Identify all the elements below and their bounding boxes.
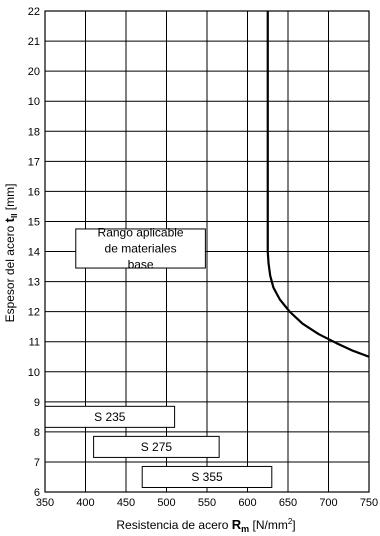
range-label: S 235 bbox=[94, 410, 126, 424]
x-tick-labels: 350 400 450 500 550 600 650 700 750 bbox=[36, 497, 378, 509]
y-tick-label: 16 bbox=[28, 186, 40, 198]
y-tick-label: 15 bbox=[28, 216, 40, 228]
y-axis-label: Espesor del acero tII [mm] bbox=[2, 184, 19, 323]
x-tick-label: 450 bbox=[117, 497, 135, 509]
y-tick-label: 22 bbox=[28, 6, 40, 18]
y-tick-label: 12 bbox=[28, 307, 40, 319]
y-tick-label: 21 bbox=[28, 36, 40, 48]
y-tick-label: 14 bbox=[28, 247, 40, 259]
annotation-line: Rango aplicable bbox=[98, 225, 184, 239]
x-tick-label: 650 bbox=[279, 497, 297, 509]
y-tick-label: 10 bbox=[28, 96, 40, 108]
x-tick-label: 700 bbox=[319, 497, 337, 509]
annotation-rect bbox=[75, 228, 206, 269]
y-tick-label: 13 bbox=[28, 277, 40, 289]
x-tick-label: 750 bbox=[360, 497, 378, 509]
plot-frame bbox=[44, 10, 370, 493]
x-tick-label: 500 bbox=[157, 497, 175, 509]
range-label: S 355 bbox=[191, 470, 223, 484]
range-box: S 275 bbox=[93, 435, 220, 458]
y-tick-label: 10 bbox=[28, 367, 40, 379]
x-axis-label: Resistencia de acero Rm [N/mm2] bbox=[116, 517, 295, 534]
x-tick-label: 400 bbox=[76, 497, 94, 509]
grid bbox=[44, 10, 370, 493]
x-tick-label: 600 bbox=[238, 497, 256, 509]
y-tick-label: 7 bbox=[34, 457, 40, 469]
annotation-line: de materiales bbox=[105, 241, 177, 255]
material-ranges: S 235 S 275 S 355 bbox=[44, 405, 273, 488]
y-tick-label: 6 bbox=[34, 487, 40, 499]
y-tick-label: 18 bbox=[28, 126, 40, 138]
y-tick-label: 20 bbox=[28, 66, 40, 78]
range-rect bbox=[93, 435, 220, 458]
x-tick-label: 550 bbox=[198, 497, 216, 509]
y-tick-label: 9 bbox=[34, 397, 40, 409]
plot-border bbox=[44, 10, 370, 493]
y-tick-label: 11 bbox=[29, 337, 40, 349]
y-tick-labels: 6 7 8 9 10 11 12 13 14 15 16 17 18 10 20 21 22 bbox=[28, 6, 40, 499]
range-box: S 355 bbox=[141, 465, 273, 488]
limit-curve bbox=[266, 11, 370, 358]
y-tick-label: 8 bbox=[34, 427, 40, 439]
applicable-range-annotation: Rango aplicable de materiales base bbox=[75, 225, 206, 271]
x-tick-label: 350 bbox=[36, 497, 54, 509]
range-rect bbox=[141, 465, 273, 488]
range-label: S 275 bbox=[141, 440, 173, 454]
curve-group bbox=[266, 11, 370, 358]
range-box: S 235 bbox=[44, 405, 176, 428]
annotation-line: base bbox=[128, 257, 154, 271]
y-tick-label: 17 bbox=[28, 156, 40, 168]
